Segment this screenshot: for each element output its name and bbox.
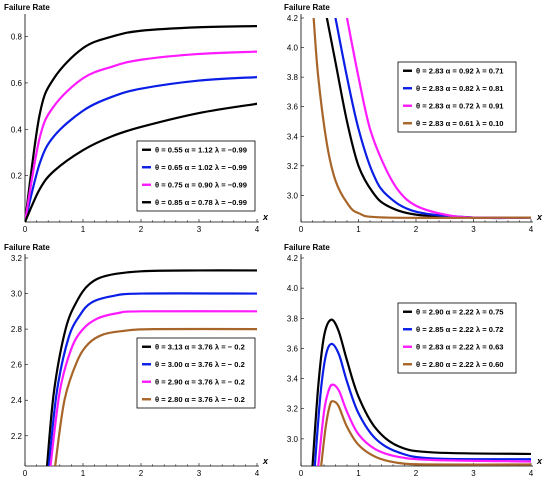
series-line-2 [25,76,257,222]
y-tick-label: 0.6 [11,79,23,88]
y-tick-label: 2.4 [11,396,23,405]
y-tick-label: 4.0 [287,284,299,293]
y-tick-label: 3.0 [287,191,299,200]
legend-box [397,302,517,374]
legend-entry: θ = 2.83 α = 0.72 λ = 0.91 [416,102,504,111]
series-line-3 [49,310,257,466]
legend-box [397,61,517,133]
legend-entry: θ = 2.80 α = 3.76 λ = − 0.2 [155,395,245,404]
legend-entry: θ = 2.80 α = 2.22 λ = 0.60 [416,360,504,369]
legend-entry: θ = 2.90 α = 2.22 λ = 0.75 [416,308,504,317]
x-tick-label: 4 [255,225,260,234]
series-line-4 [312,18,531,219]
x-tick-label: 3 [471,225,476,234]
y-tick-label: 0.2 [11,172,23,181]
series-line-1 [311,318,531,466]
legend-entry: θ = 0.85 α = 0.78 λ = −0.99 [155,198,247,207]
y-tick-label: 0.4 [11,125,23,134]
series-line-2 [47,292,257,466]
x-tick-label: 4 [529,469,534,478]
legend-entry: θ = 2.83 α = 2.22 λ = 0.63 [416,343,504,352]
y-tick-label: 4.2 [287,254,299,263]
x-tick-label: 0 [299,469,304,478]
y-tick-label: 3.8 [287,73,299,82]
y-axis-label: Failure Rate [284,243,330,252]
series-line-3 [25,50,257,222]
series-line-4 [25,102,257,222]
x-tick-label: 2 [139,225,144,234]
y-axis-label: Failure Rate [4,3,50,12]
legend-entry: θ = 3.13 α = 3.76 λ = − 0.2 [155,343,245,352]
x-tick-label: 1 [356,225,361,234]
y-tick-label: 4.2 [287,14,299,23]
y-tick-label: 3.4 [287,375,299,384]
y-tick-label: 3.0 [11,290,23,299]
x-tick-label: 3 [471,469,476,478]
legend-entry: θ = 0.75 α = 0.90 λ = −0.99 [155,181,247,190]
x-tick-label: 2 [414,225,419,234]
series-line-4 [320,400,531,466]
chart-panel-top-left: Failure Rate x 0 1 2 3 4 0.2 0.4 0.6 0.8 θ = 0.55 α… [4,3,269,234]
x-tick-label: 1 [356,469,361,478]
legend-entry: θ = 2.85 α = 2.22 λ = 0.72 [416,325,504,334]
x-tick-label: 4 [255,469,260,478]
x-tick-label: 4 [529,225,534,234]
y-tick-label: 3.4 [287,132,299,141]
x-tick-label: 1 [81,469,86,478]
legend: θ = 3.13 α = 3.76 λ = − 0.2 θ = 3.00 α = … [136,337,256,409]
legend: θ = 0.55 α = 1.12 λ = −0.99 θ = 0.65 α = … [136,140,256,212]
x-tick-label: 2 [139,469,144,478]
legend-entry: θ = 0.65 α = 1.02 λ = −0.99 [155,163,247,172]
legend-box [136,337,256,409]
x-tick-label: 0 [23,225,28,234]
chart-panel-top-right: Failure Rate x 0 1 2 3 4 3.0 3.2 3.4 3.6 3.8 4.0 4.2 θ… [284,3,543,234]
series-line-3 [317,383,531,466]
series-line-4 [54,327,257,466]
series-line-1 [45,269,257,466]
legend-entry: θ = 2.83 α = 0.61 λ = 0.10 [416,119,504,128]
x-tick-label: 1 [81,225,86,234]
series-line-1 [25,25,257,222]
legend-entry: θ = 2.83 α = 0.92 λ = 0.71 [416,67,504,76]
y-tick-label: 0.8 [11,33,23,42]
y-tick-label: 2.2 [11,432,23,441]
legend-entry: θ = 2.83 α = 0.82 λ = 0.81 [416,84,504,93]
legend-entry: θ = 3.00 α = 3.76 λ = − 0.2 [155,360,245,369]
x-tick-label: 3 [197,225,202,234]
y-axis-label: Failure Rate [4,243,50,252]
x-tick-label: 0 [299,225,304,234]
x-axis-label: x [262,212,269,222]
legend-box [136,140,256,212]
y-axis-label: Failure Rate [284,3,330,12]
x-tick-label: 0 [23,469,28,478]
y-tick-label: 2.8 [11,325,23,334]
y-tick-label: 3.2 [11,254,23,263]
y-tick-label: 3.0 [287,435,299,444]
y-tick-label: 3.6 [287,103,299,112]
legend: θ = 2.83 α = 0.92 λ = 0.71 θ = 2.83 α = 0… [397,61,517,133]
y-tick-label: 3.2 [287,405,299,414]
x-axis-label: x [262,456,269,466]
y-tick-label: 3.8 [287,314,299,323]
series-line-2 [313,342,531,466]
x-tick-label: 3 [197,469,202,478]
legend: θ = 2.90 α = 2.22 λ = 0.75 θ = 2.85 α = 2… [397,302,517,374]
x-axis-label: x [536,456,543,466]
legend-entry: θ = 0.55 α = 1.12 λ = −0.99 [155,146,247,155]
x-axis-label: x [536,212,543,222]
y-tick-label: 3.2 [287,162,299,171]
y-tick-label: 2.6 [11,361,23,370]
x-tick-label: 2 [414,469,419,478]
legend-entry: θ = 2.90 α = 3.76 λ = − 0.2 [155,378,245,387]
chart-panel-bottom-left: Failure Rate x 0 1 2 3 4 2.2 2.4 2.6 2.8 3.0 3.2 θ = … [4,243,269,478]
chart-panel-bottom-right: Failure Rate x 0 1 2 3 4 3.0 3.2 3.4 3.6 3.8 4.0 4.2 θ… [284,243,543,478]
y-tick-label: 3.6 [287,344,299,353]
y-tick-label: 4.0 [287,44,299,53]
